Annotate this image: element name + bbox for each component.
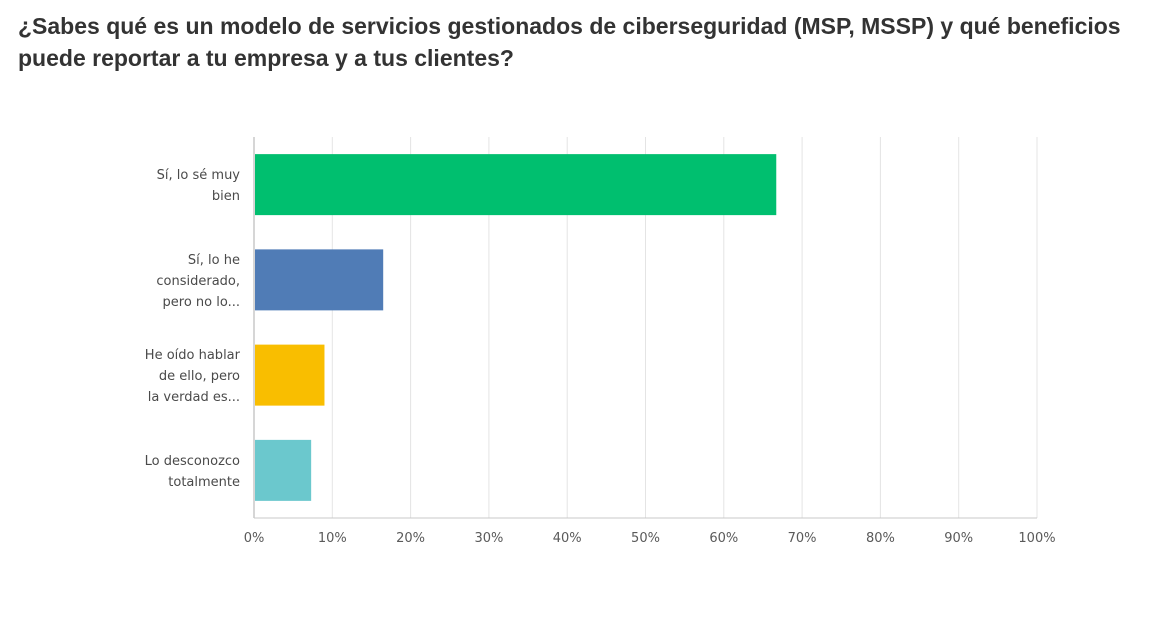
bar <box>255 249 384 311</box>
x-tick-label: 20% <box>396 531 425 546</box>
category-label: pero no lo... <box>163 295 240 310</box>
x-tick-label: 10% <box>318 531 347 546</box>
x-tick-label: 0% <box>244 531 265 546</box>
category-label: He oído hablar <box>145 348 241 363</box>
bar <box>255 154 777 216</box>
x-tick-label: 30% <box>474 531 503 546</box>
chart-title: ¿Sabes qué es un modelo de servicios ges… <box>18 13 1121 71</box>
category-label: Sí, lo he <box>188 253 240 268</box>
x-tick-label: 50% <box>631 531 660 546</box>
bar <box>255 344 325 406</box>
category-label: considerado, <box>156 274 240 289</box>
category-label: de ello, pero <box>159 369 240 384</box>
category-label: totalmente <box>168 475 240 490</box>
category-label: bien <box>212 189 240 204</box>
x-tick-label: 40% <box>553 531 582 546</box>
x-tick-label: 60% <box>709 531 738 546</box>
category-label: la verdad es... <box>148 390 240 405</box>
category-label: Sí, lo sé muy <box>157 168 241 183</box>
x-tick-label: 100% <box>1018 531 1055 546</box>
x-tick-label: 90% <box>944 531 973 546</box>
x-tick-label: 80% <box>866 531 895 546</box>
x-tick-label: 70% <box>788 531 817 546</box>
bar <box>255 439 312 501</box>
category-label: Lo desconozco <box>145 454 240 469</box>
